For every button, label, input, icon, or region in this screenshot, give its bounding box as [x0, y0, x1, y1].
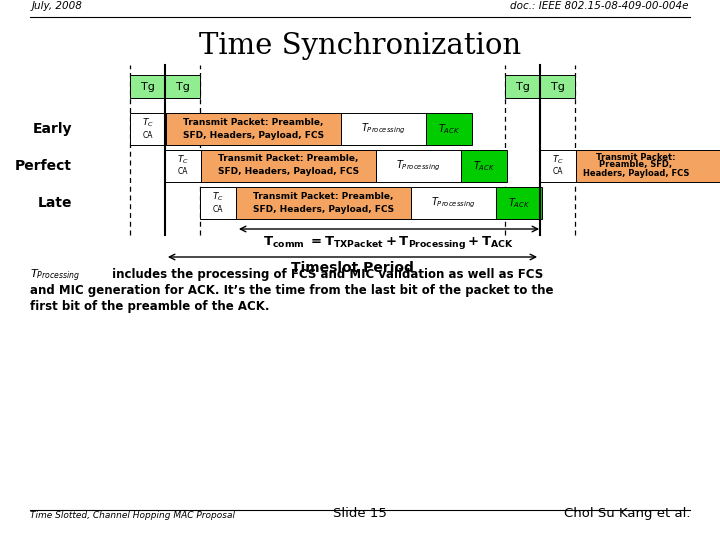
Bar: [426, 113, 472, 145]
Text: Slide 15: Slide 15: [333, 507, 387, 520]
Text: $T_{ACK}$: $T_{ACK}$: [508, 196, 530, 210]
Bar: [200, 187, 236, 219]
Text: Tg: Tg: [176, 82, 189, 91]
Text: Time Slotted, Channel Hopping MAC Proposal: Time Slotted, Channel Hopping MAC Propos…: [30, 511, 235, 520]
Text: Early: Early: [32, 122, 72, 136]
Text: Headers, Payload, FCS: Headers, Payload, FCS: [582, 170, 689, 179]
Text: Perfect: Perfect: [15, 159, 72, 173]
Text: Preamble, SFD,: Preamble, SFD,: [600, 160, 672, 170]
Bar: [130, 75, 165, 98]
Text: Transmit Packet: Preamble,: Transmit Packet: Preamble,: [184, 118, 324, 126]
Text: Transmit Packet: Preamble,: Transmit Packet: Preamble,: [218, 154, 359, 164]
Text: $\mathbf{T_{comm}}$ $\mathbf{= T_{TXPacket}+T_{Processing}+T_{ACK}}$: $\mathbf{T_{comm}}$ $\mathbf{= T_{TXPack…: [264, 234, 515, 251]
Bar: [496, 187, 542, 219]
Text: SFD, Headers, Payload, FCS: SFD, Headers, Payload, FCS: [253, 205, 394, 213]
Bar: [341, 113, 426, 145]
Text: first bit of the preamble of the ACK.: first bit of the preamble of the ACK.: [30, 300, 269, 313]
Bar: [130, 113, 166, 145]
Text: $T_C$: $T_C$: [552, 154, 564, 166]
Text: $T_C$: $T_C$: [177, 154, 189, 166]
Text: Tg: Tg: [551, 82, 564, 91]
Text: and MIC generation for ACK. It’s the time from the last bit of the packet to the: and MIC generation for ACK. It’s the tim…: [30, 284, 554, 297]
Bar: [166, 113, 341, 145]
Bar: [411, 187, 496, 219]
Text: includes the processing of FCS and MIC validation as well as FCS: includes the processing of FCS and MIC v…: [108, 268, 544, 281]
Text: CA: CA: [212, 205, 223, 213]
Bar: [505, 75, 540, 98]
Text: CA: CA: [178, 167, 188, 177]
Bar: [461, 150, 507, 182]
Text: $T_{Processing}$: $T_{Processing}$: [431, 196, 476, 210]
Bar: [576, 150, 720, 182]
Text: Transmit Packet:: Transmit Packet:: [596, 152, 676, 161]
Text: CA: CA: [553, 167, 563, 177]
Text: $T_{Processing}$: $T_{Processing}$: [396, 159, 441, 173]
Text: $T_{Processing}$: $T_{Processing}$: [361, 122, 405, 136]
Text: Chol Su Kang et al.: Chol Su Kang et al.: [564, 507, 690, 520]
Text: Tg: Tg: [516, 82, 529, 91]
Text: July, 2008: July, 2008: [32, 1, 83, 11]
Text: Timeslot Period: Timeslot Period: [291, 261, 414, 275]
Text: $T_C$: $T_C$: [212, 191, 224, 203]
Text: $T_{ACK}$: $T_{ACK}$: [438, 122, 460, 136]
Text: $T_{ACK}$: $T_{ACK}$: [473, 159, 495, 173]
Text: SFD, Headers, Payload, FCS: SFD, Headers, Payload, FCS: [183, 131, 324, 139]
Text: SFD, Headers, Payload, FCS: SFD, Headers, Payload, FCS: [218, 167, 359, 177]
Bar: [165, 150, 201, 182]
Text: Late: Late: [37, 196, 72, 210]
Bar: [236, 187, 411, 219]
Text: $T_{Processing}$: $T_{Processing}$: [30, 268, 81, 285]
Bar: [540, 150, 576, 182]
Text: doc.: IEEE 802.15-08-409-00-004e: doc.: IEEE 802.15-08-409-00-004e: [510, 1, 688, 11]
Text: CA: CA: [143, 131, 153, 139]
Bar: [165, 75, 200, 98]
Text: Tg: Tg: [140, 82, 154, 91]
Text: $T_C$: $T_C$: [142, 117, 154, 129]
Bar: [201, 150, 376, 182]
Bar: [376, 150, 461, 182]
Text: Transmit Packet: Preamble,: Transmit Packet: Preamble,: [253, 192, 394, 200]
Text: Time Synchronization: Time Synchronization: [199, 32, 521, 60]
Bar: [540, 75, 575, 98]
